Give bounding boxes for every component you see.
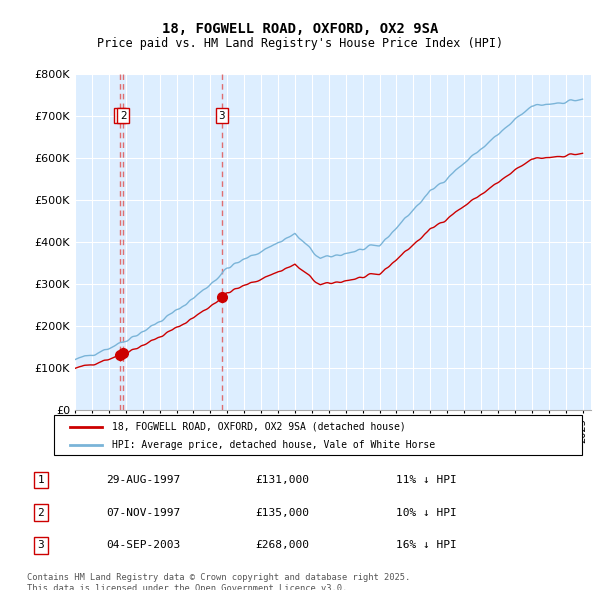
- Text: 07-NOV-1997: 07-NOV-1997: [106, 507, 180, 517]
- Text: 3: 3: [218, 111, 225, 121]
- Text: 2: 2: [38, 507, 44, 517]
- Text: 1: 1: [38, 475, 44, 485]
- Text: 1: 1: [117, 111, 124, 121]
- Text: 18, FOGWELL ROAD, OXFORD, OX2 9SA (detached house): 18, FOGWELL ROAD, OXFORD, OX2 9SA (detac…: [112, 422, 406, 432]
- Text: £135,000: £135,000: [255, 507, 309, 517]
- Text: 04-SEP-2003: 04-SEP-2003: [106, 540, 180, 550]
- Text: £268,000: £268,000: [255, 540, 309, 550]
- Text: 18, FOGWELL ROAD, OXFORD, OX2 9SA: 18, FOGWELL ROAD, OXFORD, OX2 9SA: [162, 22, 438, 37]
- Text: Price paid vs. HM Land Registry's House Price Index (HPI): Price paid vs. HM Land Registry's House …: [97, 37, 503, 50]
- Text: 10% ↓ HPI: 10% ↓ HPI: [396, 507, 457, 517]
- Text: £131,000: £131,000: [255, 475, 309, 485]
- Text: 16% ↓ HPI: 16% ↓ HPI: [396, 540, 457, 550]
- Text: 29-AUG-1997: 29-AUG-1997: [106, 475, 180, 485]
- Text: HPI: Average price, detached house, Vale of White Horse: HPI: Average price, detached house, Vale…: [112, 441, 435, 450]
- Text: 3: 3: [38, 540, 44, 550]
- Text: 11% ↓ HPI: 11% ↓ HPI: [396, 475, 457, 485]
- Text: 2: 2: [120, 111, 127, 121]
- Text: Contains HM Land Registry data © Crown copyright and database right 2025.
This d: Contains HM Land Registry data © Crown c…: [27, 573, 410, 590]
